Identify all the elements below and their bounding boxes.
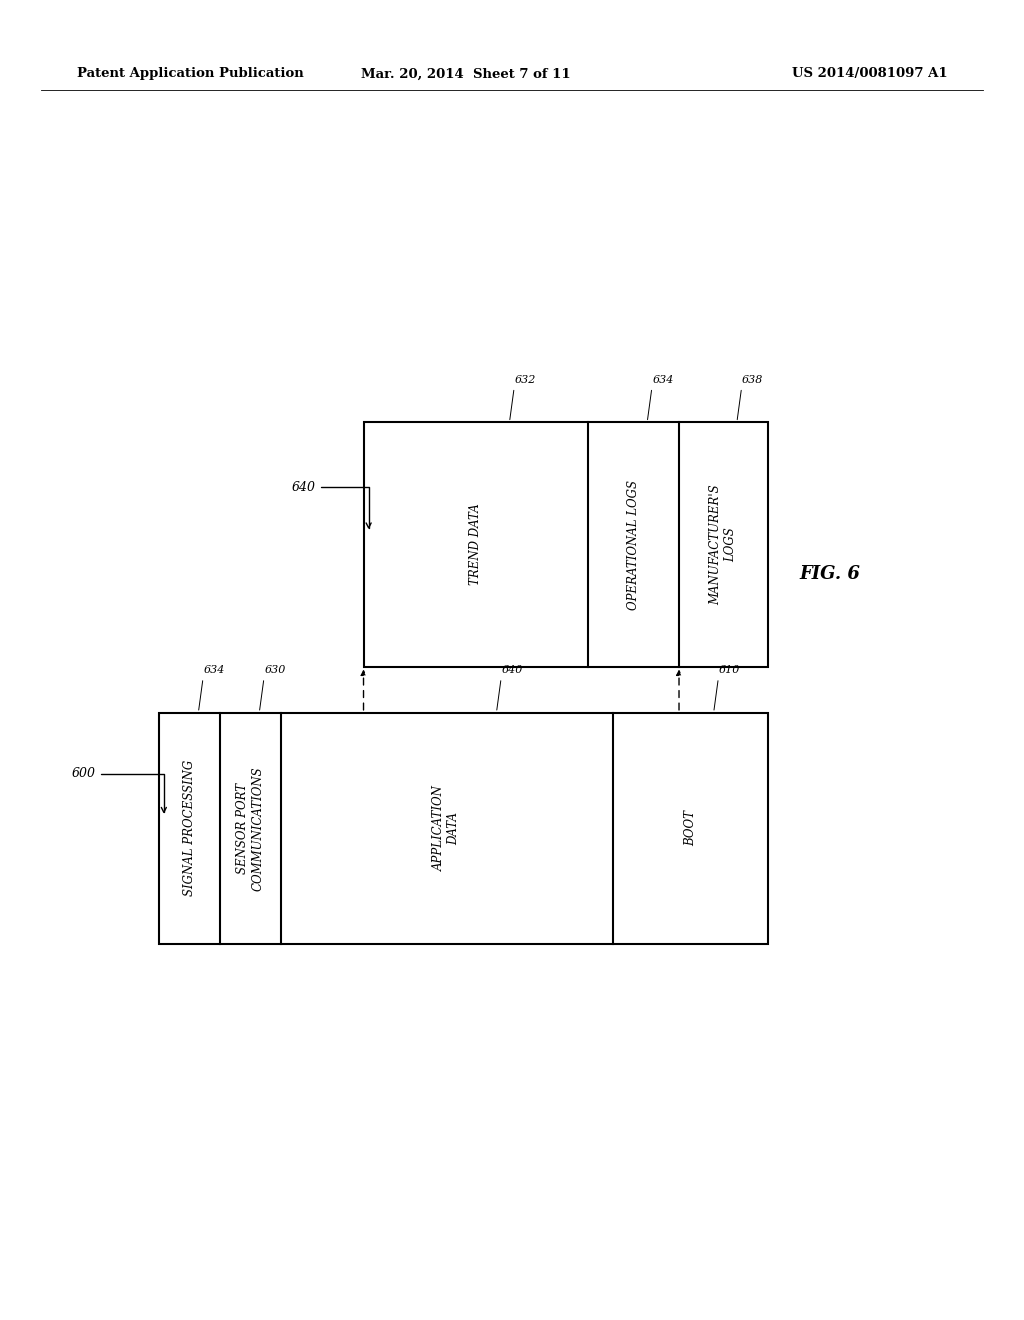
Text: BOOT: BOOT	[684, 810, 696, 846]
Text: 640: 640	[292, 480, 371, 528]
Bar	[364, 422, 768, 667]
Text: SIGNAL PROCESSING: SIGNAL PROCESSING	[182, 760, 196, 896]
Text: 640: 640	[497, 665, 523, 710]
Text: MANUFACTURER'S
LOGS: MANUFACTURER'S LOGS	[710, 484, 737, 605]
Text: FIG. 6: FIG. 6	[799, 565, 860, 583]
Text: TREND DATA: TREND DATA	[469, 504, 482, 585]
Text: Patent Application Publication: Patent Application Publication	[77, 67, 303, 81]
Text: 632: 632	[510, 375, 536, 420]
Text: 600: 600	[72, 767, 166, 812]
Text: SENSOR PORT
COMMUNICATIONS: SENSOR PORT COMMUNICATIONS	[237, 766, 264, 891]
Text: 610: 610	[714, 665, 740, 710]
Text: 634: 634	[199, 665, 225, 710]
Text: OPERATIONAL LOGS: OPERATIONAL LOGS	[627, 479, 640, 610]
Bar	[159, 713, 768, 944]
Text: 630: 630	[260, 665, 286, 710]
Text: US 2014/0081097 A1: US 2014/0081097 A1	[792, 67, 947, 81]
Text: 634: 634	[647, 375, 674, 420]
Text: APPLICATION
DATA: APPLICATION DATA	[432, 785, 461, 871]
Text: 638: 638	[737, 375, 763, 420]
Text: Mar. 20, 2014  Sheet 7 of 11: Mar. 20, 2014 Sheet 7 of 11	[361, 67, 570, 81]
